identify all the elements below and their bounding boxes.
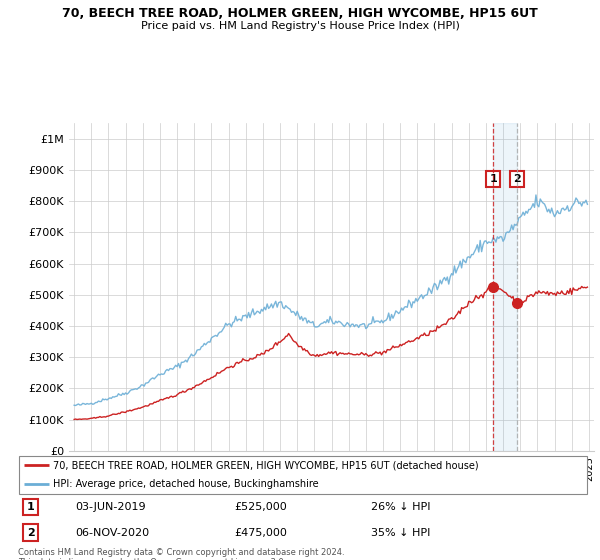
Text: 03-JUN-2019: 03-JUN-2019 — [75, 502, 146, 512]
Text: 70, BEECH TREE ROAD, HOLMER GREEN, HIGH WYCOMBE, HP15 6UT: 70, BEECH TREE ROAD, HOLMER GREEN, HIGH … — [62, 7, 538, 20]
Text: 35% ↓ HPI: 35% ↓ HPI — [371, 528, 431, 538]
Text: 06-NOV-2020: 06-NOV-2020 — [75, 528, 149, 538]
Text: Contains HM Land Registry data © Crown copyright and database right 2024.
This d: Contains HM Land Registry data © Crown c… — [18, 548, 344, 560]
Bar — [493, 123, 517, 451]
Text: 1: 1 — [489, 174, 497, 184]
Text: 2: 2 — [514, 174, 521, 184]
Text: 26% ↓ HPI: 26% ↓ HPI — [371, 502, 431, 512]
Text: Price paid vs. HM Land Registry's House Price Index (HPI): Price paid vs. HM Land Registry's House … — [140, 21, 460, 31]
Text: HPI: Average price, detached house, Buckinghamshire: HPI: Average price, detached house, Buck… — [53, 479, 319, 489]
FancyBboxPatch shape — [19, 456, 587, 493]
Text: £475,000: £475,000 — [235, 528, 287, 538]
Text: 1: 1 — [26, 502, 34, 512]
Text: £525,000: £525,000 — [235, 502, 287, 512]
Text: 2: 2 — [26, 528, 34, 538]
Text: 70, BEECH TREE ROAD, HOLMER GREEN, HIGH WYCOMBE, HP15 6UT (detached house): 70, BEECH TREE ROAD, HOLMER GREEN, HIGH … — [53, 460, 479, 470]
